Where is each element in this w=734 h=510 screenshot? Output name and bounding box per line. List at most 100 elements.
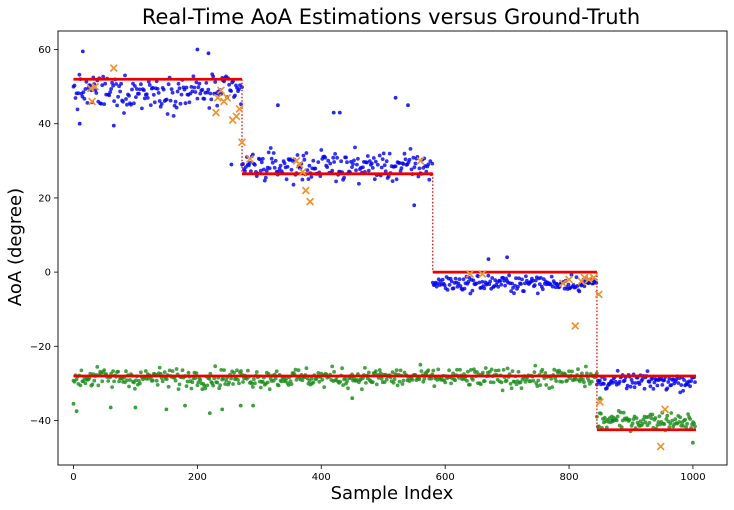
data-point	[174, 105, 179, 110]
data-point	[200, 87, 205, 92]
data-point	[517, 276, 521, 281]
data-point	[341, 383, 345, 387]
data-point	[157, 365, 162, 370]
data-point	[83, 381, 88, 386]
data-point	[468, 291, 473, 296]
data-point	[560, 380, 564, 384]
data-point	[311, 380, 316, 385]
data-point	[80, 49, 85, 54]
data-point	[180, 368, 185, 373]
x-marker	[656, 442, 665, 451]
data-point	[350, 396, 355, 401]
data-point	[103, 81, 108, 86]
data-point	[524, 274, 528, 279]
data-point	[251, 403, 256, 408]
data-point	[667, 376, 672, 381]
data-point	[332, 370, 336, 374]
x-marker	[86, 84, 95, 93]
data-point	[570, 369, 574, 374]
x-marker	[232, 112, 241, 121]
data-point	[392, 377, 397, 382]
data-point	[651, 387, 656, 391]
data-point	[513, 283, 517, 288]
data-point	[398, 368, 403, 373]
data-point	[115, 103, 119, 108]
data-point	[501, 275, 505, 280]
data-point	[542, 376, 547, 381]
ground-truth	[73, 77, 697, 432]
data-point	[176, 81, 181, 86]
data-point	[597, 424, 601, 429]
y-tick-label: −20	[30, 342, 51, 353]
data-point	[165, 112, 170, 116]
data-point	[346, 386, 350, 391]
data-point	[615, 414, 620, 419]
data-point	[100, 83, 105, 88]
data-point	[533, 278, 538, 283]
data-point	[384, 159, 389, 164]
data-point	[531, 278, 535, 283]
data-point	[630, 380, 635, 385]
data-point	[78, 383, 83, 388]
data-point	[550, 284, 555, 289]
data-point	[613, 379, 618, 384]
data-point	[307, 163, 312, 168]
data-point	[317, 379, 322, 384]
data-point	[124, 369, 128, 374]
data-point	[241, 380, 245, 384]
y-axis-label: AoA (degree)	[5, 188, 26, 306]
data-point	[231, 382, 236, 386]
data-point	[170, 90, 175, 95]
data-point	[229, 89, 234, 93]
data-point	[587, 379, 591, 383]
data-point	[443, 380, 448, 385]
data-point	[634, 416, 639, 420]
data-point	[338, 379, 342, 384]
data-point	[114, 82, 118, 86]
data-point	[679, 383, 684, 387]
x-marker	[596, 397, 605, 406]
data-point	[164, 407, 169, 412]
data-point	[92, 378, 97, 383]
data-point	[469, 368, 473, 372]
data-point	[417, 377, 422, 382]
data-point	[213, 364, 218, 369]
data-point	[79, 368, 84, 373]
data-point	[535, 291, 540, 296]
data-point	[589, 379, 594, 384]
data-point	[628, 384, 633, 389]
data-point	[422, 377, 427, 381]
y-tick-label: −40	[30, 416, 51, 427]
data-point	[585, 371, 589, 376]
data-point	[394, 177, 399, 182]
data-point	[619, 425, 624, 429]
data-point	[536, 378, 541, 383]
data-point	[195, 96, 200, 101]
data-point	[118, 89, 122, 94]
data-point	[195, 47, 200, 52]
data-point	[269, 156, 274, 161]
data-point	[152, 100, 157, 105]
data-point	[374, 382, 379, 387]
data-point	[300, 378, 305, 383]
data-point	[457, 277, 462, 282]
data-point	[264, 169, 269, 173]
data-point	[112, 379, 116, 384]
data-point	[382, 380, 387, 384]
data-point	[265, 380, 270, 385]
data-point	[146, 79, 151, 84]
x-marker	[580, 273, 589, 282]
data-point	[369, 161, 374, 166]
data-point	[503, 283, 507, 288]
data-point	[293, 367, 298, 372]
data-point	[387, 151, 392, 156]
data-point	[693, 380, 697, 384]
data-point	[411, 155, 416, 160]
data-point	[274, 369, 279, 374]
data-point	[175, 89, 180, 94]
data-point	[227, 380, 232, 385]
data-point	[662, 422, 667, 426]
data-point	[125, 102, 129, 107]
data-point	[691, 440, 695, 445]
data-point	[604, 425, 609, 430]
